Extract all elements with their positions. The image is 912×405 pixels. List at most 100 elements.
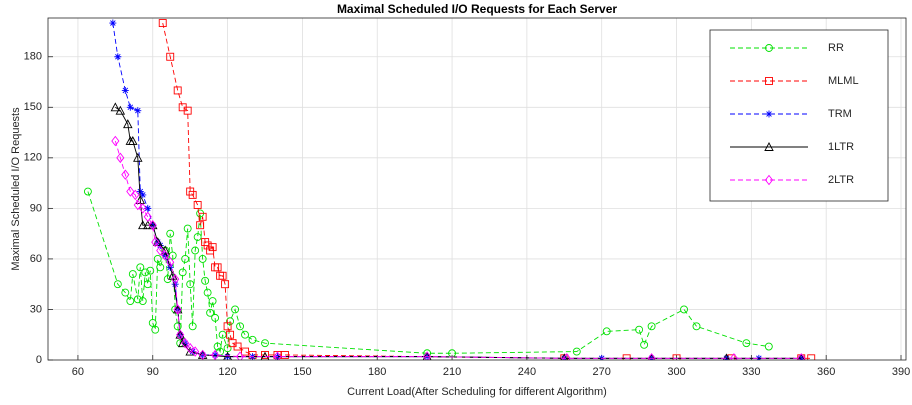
- marker: [183, 224, 192, 233]
- marker: [148, 220, 158, 230]
- marker: [176, 329, 185, 340]
- marker: [602, 327, 611, 336]
- marker: [126, 186, 135, 197]
- marker: [765, 44, 773, 52]
- marker: [764, 342, 773, 351]
- marker: [236, 322, 245, 331]
- y-axis-label: Maximal Scheduled I/O Requests: [10, 107, 22, 271]
- marker: [123, 119, 133, 129]
- marker: [807, 354, 816, 360]
- marker: [116, 152, 125, 164]
- marker: [161, 250, 170, 261]
- marker: [203, 241, 212, 250]
- series-line: [114, 140, 802, 359]
- marker: [765, 110, 773, 118]
- x-tick-label: 390: [892, 366, 910, 378]
- marker: [647, 353, 656, 360]
- marker: [248, 335, 257, 344]
- marker: [241, 330, 249, 339]
- y-tick-label: 60: [30, 253, 42, 265]
- marker: [211, 349, 220, 360]
- plot-frame: [47, 17, 907, 361]
- legend-box: [709, 29, 889, 202]
- marker: [223, 351, 233, 360]
- marker: [114, 53, 122, 61]
- legend-label: 1LTR: [828, 141, 854, 153]
- marker: [206, 308, 215, 317]
- marker: [211, 313, 220, 322]
- x-tick-label: 90: [147, 366, 159, 378]
- marker: [183, 106, 192, 115]
- marker: [797, 353, 805, 360]
- marker: [764, 174, 774, 186]
- marker: [241, 347, 249, 356]
- marker: [151, 236, 160, 248]
- legend-label: RR: [828, 42, 844, 54]
- marker: [138, 203, 147, 214]
- marker: [128, 270, 137, 279]
- marker: [144, 204, 152, 212]
- y-tick-label: 180: [24, 51, 42, 63]
- marker: [193, 201, 202, 209]
- marker: [173, 86, 182, 95]
- marker: [572, 347, 581, 356]
- marker: [201, 276, 210, 285]
- legend-label: TRM: [828, 108, 852, 120]
- marker: [134, 107, 142, 115]
- marker: [166, 257, 175, 268]
- legend-label: MLML: [828, 75, 859, 87]
- x-axis-label: Current Load(After Scheduling for differ…: [347, 386, 607, 398]
- marker: [647, 322, 656, 331]
- marker: [226, 330, 235, 339]
- marker: [121, 288, 130, 297]
- marker: [221, 280, 230, 289]
- x-tick-label: 300: [667, 366, 685, 378]
- marker: [640, 340, 649, 349]
- marker: [121, 86, 129, 94]
- marker: [635, 325, 644, 334]
- marker: [133, 152, 143, 162]
- marker: [173, 322, 182, 331]
- marker: [139, 191, 147, 199]
- marker: [136, 263, 145, 272]
- marker: [797, 353, 806, 360]
- marker: [156, 245, 165, 256]
- marker: [173, 304, 182, 315]
- marker: [156, 263, 165, 272]
- marker: [141, 268, 150, 277]
- marker: [742, 339, 751, 348]
- series-group: [83, 19, 816, 360]
- marker: [113, 280, 122, 289]
- marker: [138, 220, 148, 230]
- marker: [213, 342, 222, 351]
- marker: [111, 135, 120, 147]
- marker: [175, 329, 185, 339]
- x-tick-label: 240: [518, 366, 536, 378]
- marker: [198, 254, 207, 263]
- marker: [235, 351, 245, 360]
- marker: [110, 102, 121, 112]
- y-tick-label: 120: [24, 152, 42, 164]
- x-tick-label: 60: [72, 366, 84, 378]
- marker: [158, 19, 167, 28]
- marker: [166, 229, 175, 238]
- marker: [136, 188, 144, 196]
- marker: [198, 349, 207, 360]
- marker: [143, 280, 152, 289]
- y-tick-label: 90: [30, 202, 42, 214]
- marker: [191, 346, 200, 357]
- marker: [143, 211, 152, 223]
- marker: [764, 142, 774, 151]
- x-tick-label: 270: [593, 366, 611, 378]
- marker: [261, 339, 269, 348]
- series-line: [87, 191, 769, 354]
- marker: [115, 105, 126, 115]
- marker: [680, 305, 688, 314]
- marker: [138, 297, 147, 305]
- marker: [109, 19, 117, 27]
- marker: [188, 322, 197, 331]
- marker: [231, 305, 240, 314]
- marker: [196, 221, 205, 230]
- legend-label: 2LTR: [828, 174, 854, 186]
